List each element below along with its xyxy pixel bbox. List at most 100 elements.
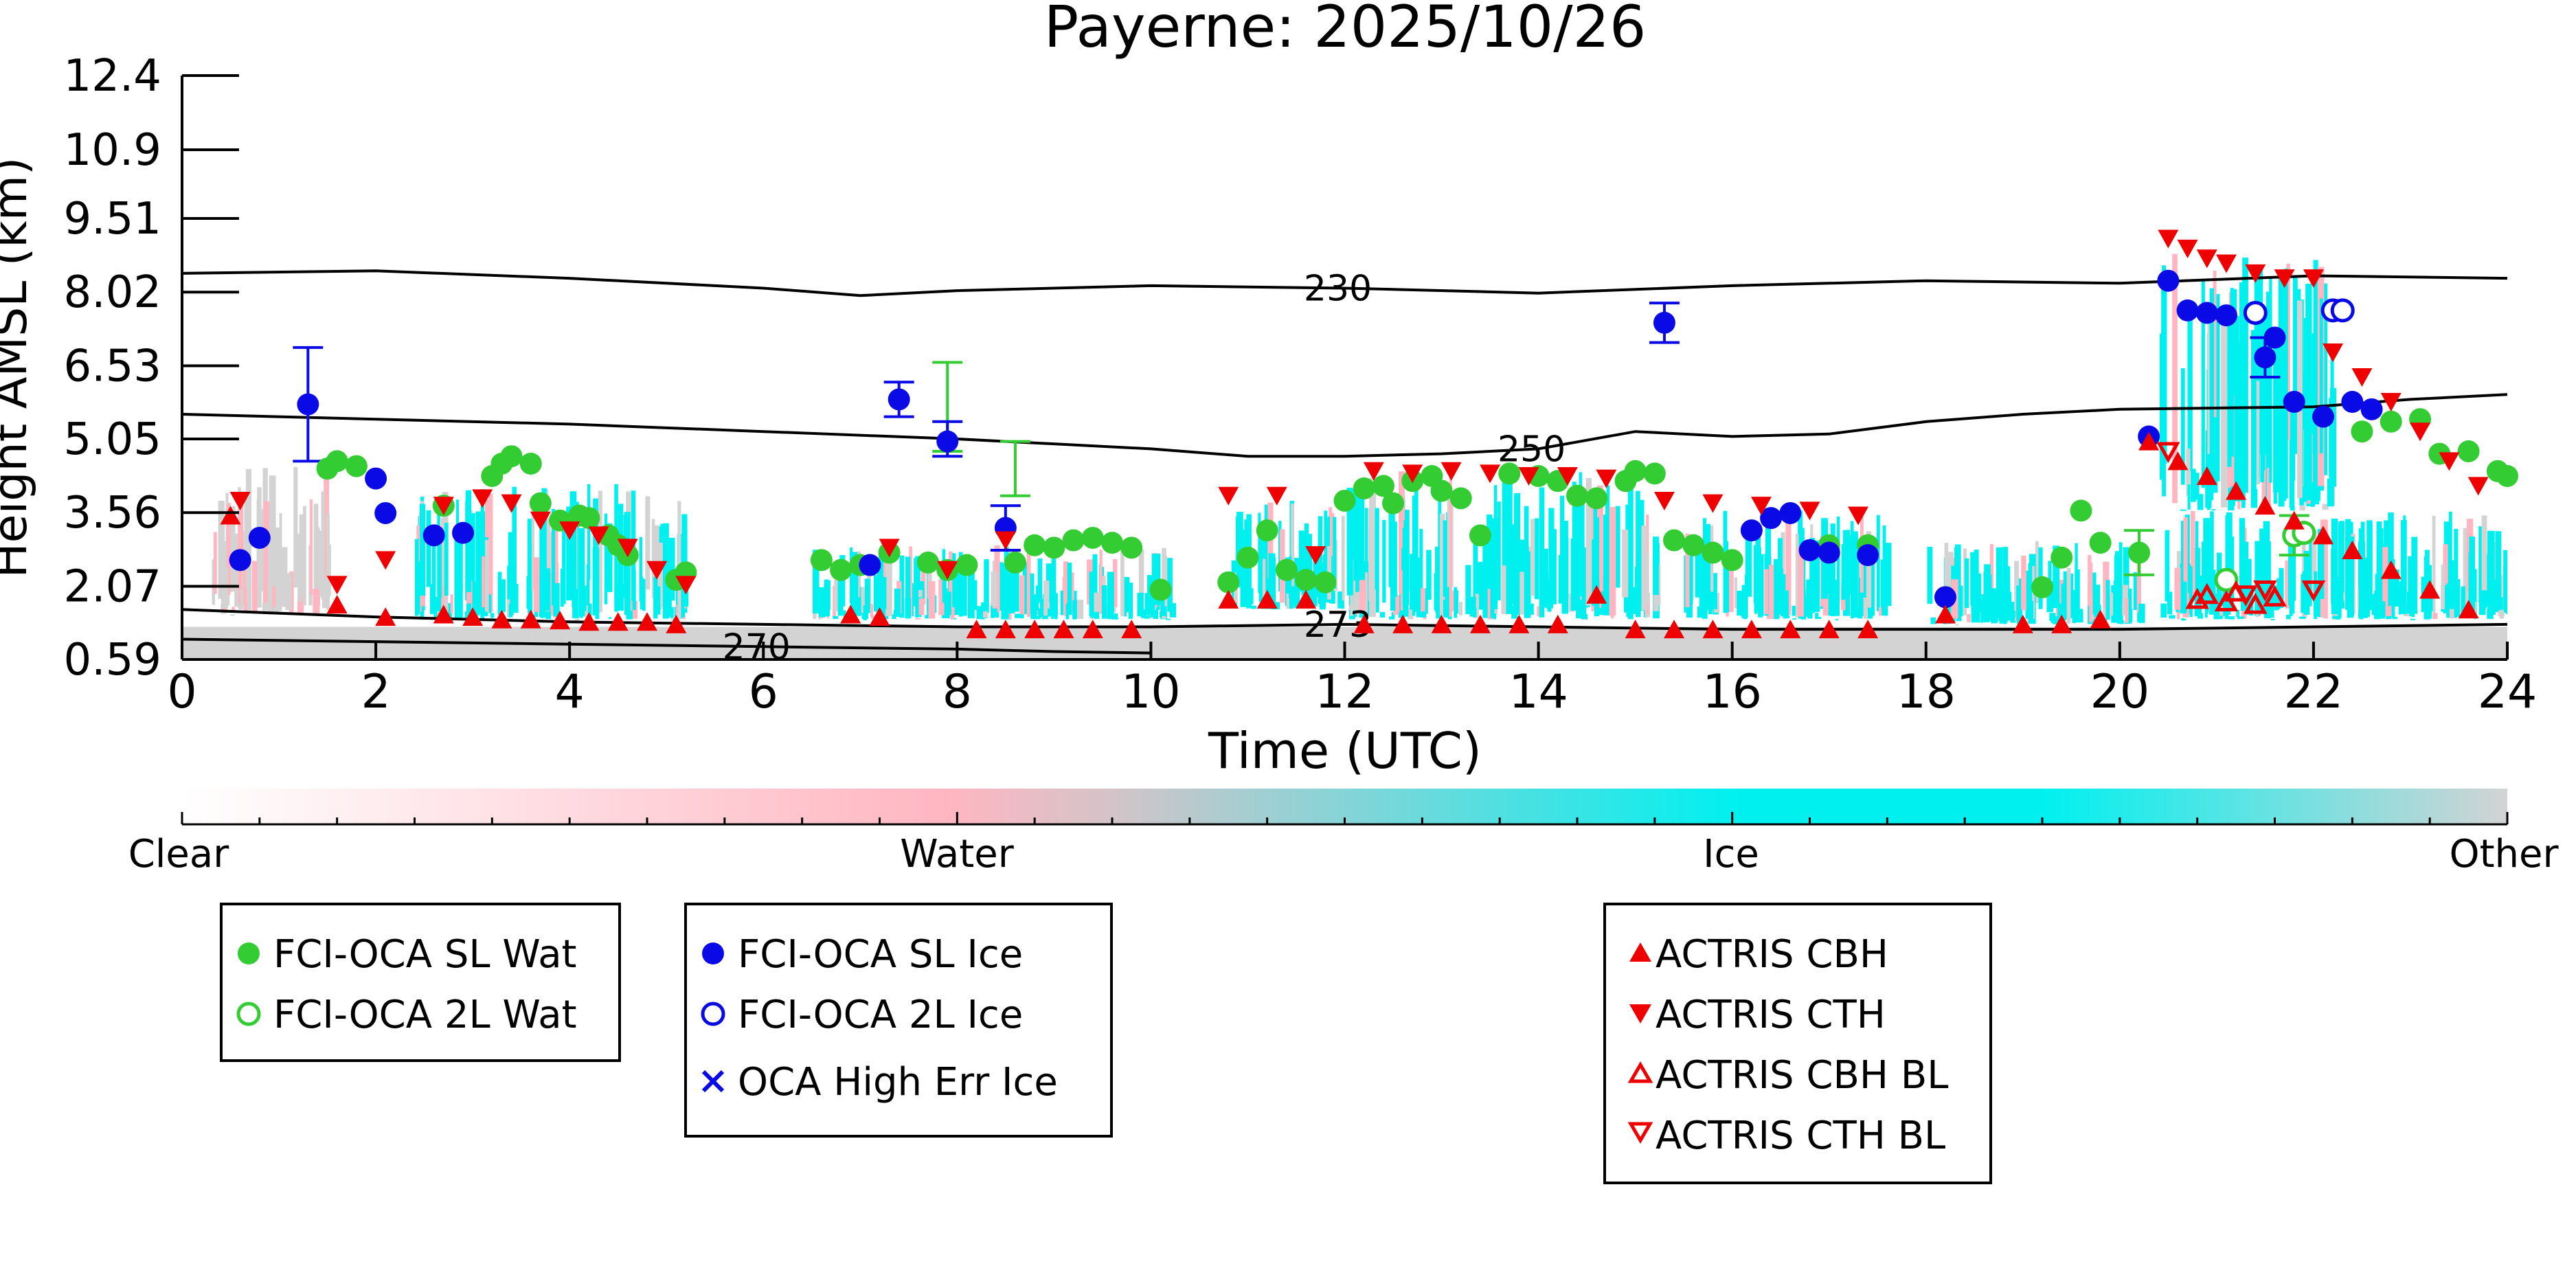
phase-texture-7 bbox=[2176, 607, 2180, 620]
phase-texture-2 bbox=[813, 609, 817, 620]
point-fci-oca-sl-wat bbox=[2496, 464, 2518, 487]
phase-texture-3 bbox=[1337, 591, 1342, 609]
phase-texture-8 bbox=[2322, 504, 2329, 510]
phase-texture-7 bbox=[2290, 517, 2294, 596]
phase-texture-2 bbox=[1050, 616, 1055, 619]
phase-texture-1 bbox=[482, 556, 485, 608]
point-actris-cth bbox=[2439, 452, 2460, 471]
phase-texture-2 bbox=[1099, 550, 1103, 614]
phase-texture-4 bbox=[1577, 507, 1584, 597]
legend-2l-ice-marker bbox=[701, 1002, 725, 1026]
phase-texture-1 bbox=[606, 523, 613, 592]
phase-texture-4 bbox=[1601, 576, 1605, 615]
phase-texture-6 bbox=[2124, 622, 2130, 624]
phase-texture-4 bbox=[1403, 603, 1409, 617]
phase-texture-2 bbox=[812, 550, 820, 614]
phase-texture-4 bbox=[1454, 587, 1457, 618]
point-fci-oca-sl-ice bbox=[365, 467, 387, 490]
x-tick-label: 8 bbox=[942, 665, 972, 719]
point-actris-cbh-bl bbox=[2263, 585, 2287, 607]
phase-texture-7 bbox=[2369, 522, 2373, 611]
phase-texture-1 bbox=[551, 508, 556, 606]
chart-title: Payerne: 2025/10/26 bbox=[1044, 0, 1647, 60]
point-actris-cbh bbox=[2342, 540, 2363, 559]
phase-texture-1 bbox=[497, 572, 502, 615]
phase-texture-7 bbox=[2203, 518, 2211, 597]
series-fci-oca-2l-ice bbox=[2243, 298, 2355, 325]
phase-texture-4 bbox=[1391, 611, 1395, 618]
phase-texture-5 bbox=[1792, 618, 1796, 620]
phase-texture-2 bbox=[915, 556, 919, 604]
series-actris-cth bbox=[229, 229, 2489, 595]
phase-texture-1 bbox=[544, 568, 551, 611]
phase-texture-1 bbox=[560, 568, 564, 607]
phase-texture-2 bbox=[909, 546, 913, 616]
phase-texture-1 bbox=[592, 547, 600, 615]
y-axis-label: Height AMSL (km) bbox=[0, 157, 38, 578]
phase-texture-7 bbox=[2312, 530, 2317, 595]
phase-texture-2 bbox=[938, 580, 945, 615]
phase-texture-6 bbox=[2119, 620, 2125, 624]
phase-texture-5 bbox=[1871, 561, 1875, 616]
phase-texture-0 bbox=[280, 547, 288, 607]
phase-texture-2 bbox=[982, 611, 988, 618]
phase-texture-1 bbox=[562, 526, 566, 605]
point-actris-cth bbox=[1848, 506, 1869, 526]
phase-texture-3 bbox=[1333, 517, 1337, 589]
phase-texture-6 bbox=[1991, 588, 1998, 623]
phase-texture-7 bbox=[2500, 597, 2503, 618]
phase-texture-3 bbox=[1298, 530, 1306, 591]
point-actris-cth bbox=[675, 576, 697, 595]
point-fci-oca-2l-ice bbox=[2330, 298, 2355, 323]
phase-texture-2 bbox=[880, 577, 887, 609]
point-actris-cbh bbox=[1296, 589, 1317, 609]
point-actris-cbh bbox=[2380, 560, 2402, 579]
phase-texture-2 bbox=[952, 553, 956, 607]
phase-texture-4 bbox=[1497, 501, 1501, 601]
phase-texture-2 bbox=[1062, 576, 1067, 612]
phase-texture-5 bbox=[1734, 577, 1738, 609]
phase-texture-2 bbox=[958, 552, 963, 617]
point-actris-cbh bbox=[1664, 620, 1685, 639]
phase-texture-7 bbox=[2398, 581, 2402, 615]
phase-texture-7 bbox=[2478, 600, 2486, 615]
phase-texture-5 bbox=[1863, 597, 1868, 619]
phase-texture-5 bbox=[1777, 538, 1783, 615]
phase-texture-7 bbox=[2394, 569, 2399, 607]
phase-texture-2 bbox=[1123, 577, 1127, 617]
phase-texture-6 bbox=[1955, 624, 1959, 626]
phase-texture-1 bbox=[480, 489, 484, 614]
phase-texture-3 bbox=[1330, 512, 1335, 594]
phase-texture-4 bbox=[1368, 508, 1372, 601]
phase-texture-2 bbox=[991, 608, 997, 617]
phase-texture-2 bbox=[826, 595, 831, 616]
phase-texture-7 bbox=[2360, 521, 2365, 603]
phase-texture-4 bbox=[1625, 563, 1631, 603]
phase-texture-1 bbox=[632, 570, 636, 611]
phase-texture-7 bbox=[2181, 581, 2187, 613]
point-actris-cth-bl bbox=[2233, 585, 2258, 607]
phase-texture-1 bbox=[456, 536, 463, 617]
point-fci-oca-sl-wat bbox=[1585, 487, 1608, 510]
phase-texture-2 bbox=[1128, 583, 1133, 619]
phase-texture-2 bbox=[1092, 554, 1098, 618]
point-actris-cth bbox=[588, 526, 609, 545]
point-actris-cbh bbox=[840, 605, 861, 624]
phase-texture-1 bbox=[642, 578, 646, 611]
phase-texture-5 bbox=[1686, 534, 1693, 604]
contour-273 bbox=[182, 608, 2507, 631]
point-fci-oca-sl-wat bbox=[1372, 475, 1394, 497]
phase-texture-2 bbox=[945, 591, 951, 615]
phase-texture-1 bbox=[617, 583, 624, 611]
x-tick-label: 4 bbox=[555, 665, 585, 719]
phase-texture-4 bbox=[1492, 518, 1498, 609]
phase-texture-7 bbox=[2469, 536, 2475, 611]
point-actris-cbh bbox=[1741, 620, 1762, 639]
phase-texture-5 bbox=[1776, 564, 1780, 613]
phase-texture-2 bbox=[1015, 613, 1020, 618]
phase-texture-8 bbox=[2197, 494, 2204, 510]
point-actris-cbh bbox=[2255, 496, 2276, 515]
phase-texture-8 bbox=[2250, 330, 2257, 501]
phase-texture-4 bbox=[1534, 518, 1539, 600]
phase-texture-6 bbox=[1970, 552, 1974, 606]
